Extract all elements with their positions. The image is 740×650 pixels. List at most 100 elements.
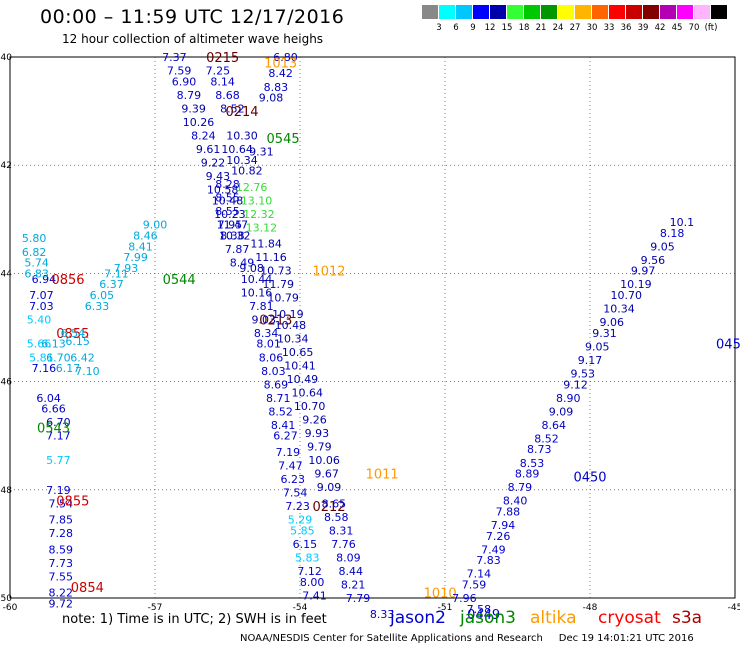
pass-time-label: 0855: [56, 495, 89, 510]
wave-height-value: 10.49: [287, 373, 319, 386]
wave-height-value: 8.38: [220, 230, 245, 243]
legend-swatch: [660, 5, 676, 19]
legend-swatch: [592, 5, 608, 19]
legend-label: 6: [453, 23, 459, 33]
y-tick-label: -42: [0, 161, 12, 171]
wave-height-value: 9.09: [549, 405, 574, 418]
wave-height-value: 9.08: [259, 92, 284, 105]
x-tick-label: -48: [583, 603, 598, 613]
wave-height-value: 7.96: [452, 592, 477, 605]
wave-height-value: 13.12: [246, 221, 278, 234]
wave-height-value: 11.16: [255, 251, 287, 264]
wave-height-value: 9.67: [314, 468, 339, 481]
legend-swatch: [524, 5, 540, 19]
wave-height-value: 7.19: [46, 484, 71, 497]
wave-height-value: 7.49: [481, 543, 506, 556]
pass-time-label: 0450: [573, 470, 606, 485]
pass-time-label: 1010: [424, 587, 457, 602]
pass-time-label: 0214: [225, 105, 258, 120]
legend-label: 30: [586, 23, 598, 33]
wave-height-value: 8.31: [329, 524, 354, 537]
wave-height-value: 8.41: [271, 419, 296, 432]
wave-height-value: 8.52: [268, 405, 293, 418]
legend-swatch: [422, 5, 438, 19]
pass-time-label: 1012: [312, 265, 345, 280]
wave-height-value: 10.34: [277, 332, 309, 345]
wave-height-value: 6.54: [61, 327, 86, 340]
wave-height-value: 6.80: [273, 51, 298, 64]
wave-height-value: 8.79: [508, 481, 533, 494]
legend-label: 36: [620, 23, 632, 33]
wave-height-value: 7.93: [114, 262, 139, 275]
wave-height-value: 9.00: [143, 219, 168, 232]
wave-height-value: 9.43: [206, 170, 231, 183]
wave-height-value: 8.49: [230, 257, 255, 270]
pass-time-label: 0545: [267, 132, 300, 147]
legend-label: 9: [470, 23, 476, 33]
wave-height-value: 9.09: [317, 481, 342, 494]
wave-height-value: 7.81: [249, 300, 274, 313]
legend-swatch: [456, 5, 472, 19]
x-tick-label: -54: [293, 603, 308, 613]
legend-swatch: [626, 5, 642, 19]
wave-height-value: 8.58: [324, 511, 349, 524]
wave-height-value: 5.85: [290, 524, 315, 537]
wave-height-value: 6.70: [46, 351, 71, 364]
wave-height-value: 5.40: [27, 313, 52, 326]
pass-time-label: 0451: [716, 338, 740, 353]
legend-swatch: [643, 5, 659, 19]
wave-height-value: 8.21: [341, 578, 366, 591]
wave-height-value: 9.26: [302, 413, 327, 426]
wave-height-value: 8.52: [220, 102, 245, 115]
legend-label: 27: [569, 23, 581, 33]
legend-swatch: [541, 5, 557, 19]
wave-height-value: 6.15: [293, 538, 318, 551]
wave-height-value: 6.05: [90, 289, 115, 302]
wave-height-value: 8.14: [210, 75, 235, 88]
wave-height-value: 8.89: [515, 468, 540, 481]
wave-height-value: 9.72: [49, 597, 74, 610]
legend-label: 70: [688, 23, 700, 33]
legend-swatch: [490, 5, 506, 19]
legend-label: 24: [552, 23, 564, 33]
pass-time-label: 0855: [56, 327, 89, 342]
y-tick-label: -44: [0, 269, 12, 279]
wave-height-value: 9.08: [239, 262, 264, 275]
wave-height-value: 10.34: [226, 154, 258, 167]
wave-height-value: 8.55: [215, 192, 240, 205]
wave-height-value: 9.61: [196, 143, 221, 156]
wave-height-value: 9.97: [631, 265, 656, 278]
y-tick-label: -40: [0, 53, 12, 63]
legend-label: 15: [501, 23, 513, 33]
wave-height-value: 6.15: [65, 335, 90, 348]
wave-height-value: 10.48: [212, 194, 244, 207]
legend-swatch: [609, 5, 625, 19]
wave-height-value: 5.74: [24, 257, 49, 270]
wave-height-value: 10.65: [282, 346, 314, 359]
wave-height-value: 9.17: [578, 354, 603, 367]
note-text: note: 1) Time is in UTC; 2) SWH is in fe…: [62, 612, 327, 627]
wave-height-value: 10.06: [308, 454, 340, 467]
legend-label: 39: [637, 23, 649, 33]
wave-height-value: 8.00: [300, 576, 325, 589]
legend-label: 12: [484, 23, 496, 33]
pass-time-label: 1013: [264, 56, 297, 71]
wave-height-value: 10.73: [260, 265, 292, 278]
x-tick-label: -51: [438, 603, 453, 613]
wave-height-value: 6.83: [24, 267, 49, 280]
wave-height-value: 8.24: [191, 129, 216, 142]
wave-height-value: 9.79: [307, 441, 332, 454]
wave-height-value: 8.46: [133, 230, 158, 243]
wave-height-value: 7.41: [302, 589, 327, 602]
wave-height-value: 7.79: [346, 592, 371, 605]
wave-height-value: 7.73: [49, 557, 74, 570]
wave-height-value: 10.41: [284, 359, 316, 372]
wave-height-value: 7.17: [46, 430, 71, 443]
wave-height-value: 7.10: [75, 365, 100, 378]
wave-height-value: 8.59: [49, 543, 74, 556]
wave-height-value: 13.10: [241, 194, 273, 207]
satellite-jason2: jason2: [390, 608, 446, 628]
wave-height-value: 7.54: [283, 487, 308, 500]
wave-height-value: 7.59: [462, 578, 487, 591]
